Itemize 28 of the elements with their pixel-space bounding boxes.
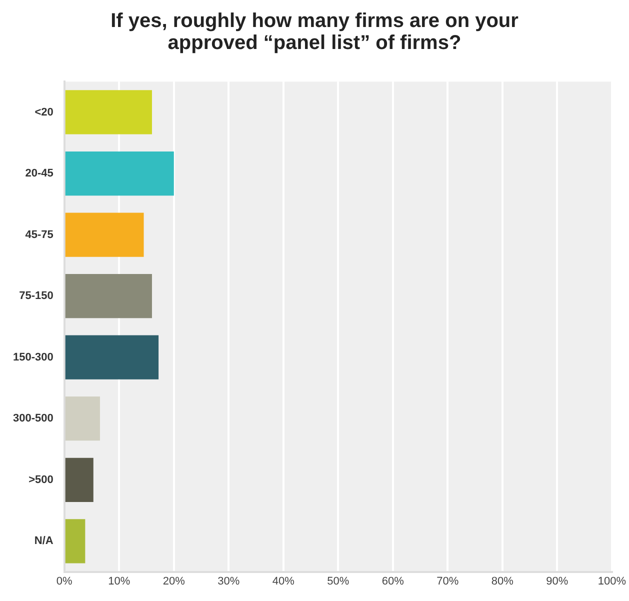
x-tick-label: 50%	[327, 575, 350, 588]
bar	[65, 274, 152, 318]
bar	[65, 151, 174, 196]
x-tick-label: 0%	[56, 575, 73, 588]
x-tick-label: 100%	[598, 575, 626, 588]
y-tick-label: N/A	[34, 535, 54, 548]
x-tick-label: 10%	[108, 575, 130, 588]
x-tick-label: 70%	[436, 575, 459, 588]
bar	[65, 519, 86, 564]
bar	[65, 90, 152, 134]
y-tick-label: 45-75	[25, 228, 54, 241]
bar	[65, 396, 100, 441]
y-tick-label: 300-500	[12, 412, 54, 425]
y-tick-label: <20	[34, 106, 54, 118]
x-tick-label: 80%	[491, 575, 514, 588]
bar	[65, 335, 159, 380]
y-tick-label: 20-45	[25, 168, 54, 180]
chart-title: If yes, roughly how many firms are on your approved “panel list” of firms?	[110, 10, 520, 56]
y-tick-label: 150-300	[12, 351, 54, 364]
x-tick-label: 40%	[272, 575, 295, 588]
y-tick-label: 75-150	[19, 290, 54, 302]
x-tick-label: 30%	[218, 575, 240, 588]
x-tick-label: 60%	[382, 575, 404, 588]
x-tick-label: 90%	[546, 575, 568, 588]
bar	[65, 212, 144, 257]
x-tick-label: 20%	[162, 575, 186, 588]
y-tick-label: >500	[28, 474, 54, 486]
bar	[65, 458, 94, 502]
